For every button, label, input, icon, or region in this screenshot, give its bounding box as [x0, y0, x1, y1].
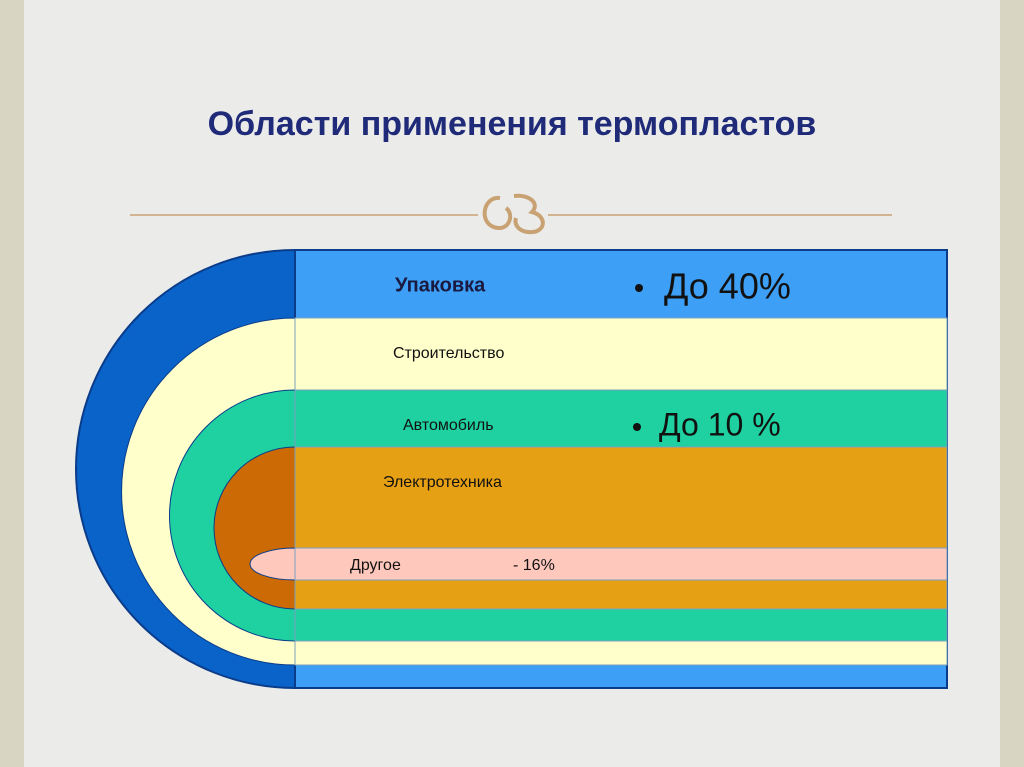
layer-label: Электротехника: [383, 474, 502, 491]
layer-band: [294, 547, 948, 581]
layer-label: Автомобиль: [403, 417, 494, 434]
layer-note: - 16%: [513, 557, 555, 574]
right-strip: [1000, 0, 1024, 767]
layer-band: [294, 446, 948, 610]
layer-note: До 40%: [664, 266, 791, 307]
layer-arc: [249, 547, 296, 581]
ornament: [482, 193, 545, 235]
bullet: [635, 284, 643, 292]
title: Области применения термопластов: [208, 105, 817, 143]
layer-label: Другое: [350, 557, 401, 574]
layer-label: Упаковка: [395, 274, 486, 296]
bullet: [633, 423, 641, 431]
layer-label: Строительство: [393, 345, 504, 362]
left-strip: [0, 0, 24, 767]
layer-note: До 10 %: [659, 406, 781, 442]
